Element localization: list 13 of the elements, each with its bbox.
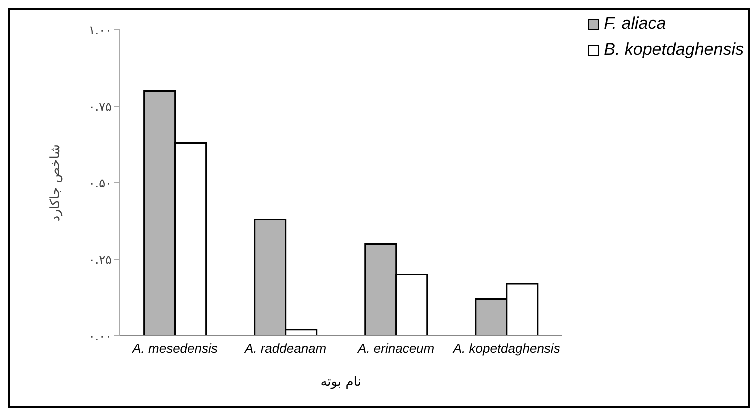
x-axis-title: نام بوته bbox=[320, 375, 362, 390]
y-tick-label: ۰.۵۰ bbox=[88, 176, 112, 190]
y-tick-label: ۰.۲۵ bbox=[88, 252, 112, 267]
x-tick-label: A. mesedensis bbox=[132, 341, 218, 356]
x-tick-label: A. erinaceum bbox=[357, 341, 435, 356]
legend-label: F. aliaca bbox=[604, 14, 666, 34]
y-tick-label: ۰.۷۵ bbox=[88, 100, 112, 114]
y-axis-title: شاخص جاکارد bbox=[48, 144, 64, 222]
y-tick-label: ۱.۰۰ bbox=[88, 23, 112, 38]
legend-label: B. kopetdaghensis bbox=[604, 40, 744, 60]
x-tick-label: A. kopetdaghensis bbox=[452, 341, 561, 356]
y-tick-label: ۰.۰۰ bbox=[88, 329, 112, 344]
x-tick-label: A. raddeanam bbox=[244, 341, 327, 356]
